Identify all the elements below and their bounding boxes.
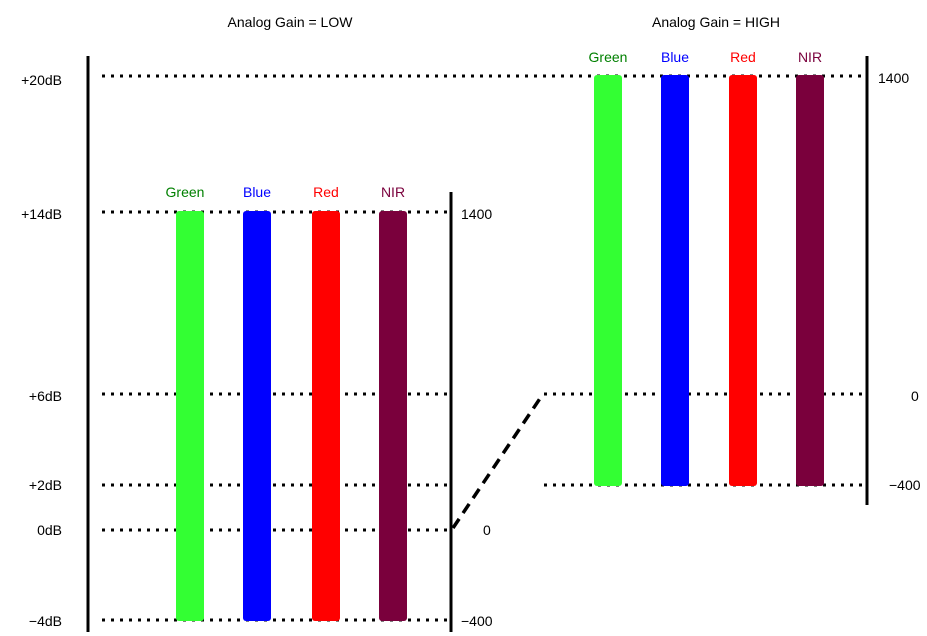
high-tick-minus400: −400 <box>889 477 921 493</box>
db-label-2: +2dB <box>29 477 62 493</box>
high-gain-title: Analog Gain = HIGH <box>652 14 780 30</box>
low-gain-title: Analog Gain = LOW <box>228 14 354 30</box>
high-label-blue: Blue <box>661 49 689 65</box>
gain-shift-connector <box>451 393 545 529</box>
high-tick-1400: 1400 <box>878 70 909 86</box>
low-bar-green <box>176 211 204 621</box>
low-label-red: Red <box>313 184 339 200</box>
db-label-6: +6dB <box>29 388 62 404</box>
high-bar-red <box>729 75 757 486</box>
low-tick-0: 0 <box>483 522 491 538</box>
high-label-green: Green <box>589 49 628 65</box>
high-label-nir: NIR <box>798 49 822 65</box>
db-label-20: +20dB <box>21 72 62 88</box>
low-label-blue: Blue <box>243 184 271 200</box>
low-tick-1400: 1400 <box>461 206 492 222</box>
low-label-green: Green <box>166 184 205 200</box>
high-bar-blue <box>661 75 689 486</box>
low-bar-blue <box>243 211 271 621</box>
low-label-nir: NIR <box>381 184 405 200</box>
db-label-minus4: −4dB <box>29 613 62 629</box>
high-bar-green <box>594 75 622 486</box>
high-tick-0: 0 <box>911 388 919 404</box>
high-bar-nir <box>796 75 824 486</box>
db-label-14: +14dB <box>21 206 62 222</box>
low-tick-minus400: −400 <box>461 613 493 629</box>
low-bar-nir <box>379 211 407 621</box>
high-label-red: Red <box>730 49 756 65</box>
low-bar-red <box>312 211 340 621</box>
db-label-0: 0dB <box>37 522 62 538</box>
